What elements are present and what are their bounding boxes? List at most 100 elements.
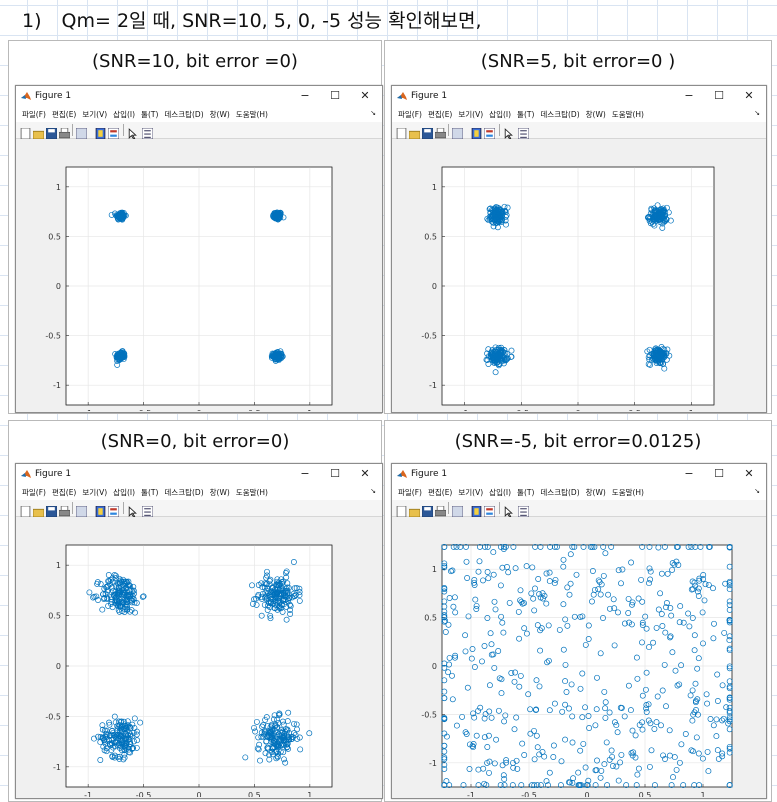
property-inspector-icon[interactable] [141, 502, 154, 518]
edit-plot-icon[interactable] [127, 502, 138, 518]
menu-item[interactable]: 창(W) [585, 488, 606, 497]
edit-plot-icon[interactable] [503, 124, 514, 140]
print-icon[interactable] [434, 502, 447, 517]
link-plot-icon[interactable] [451, 124, 464, 140]
minimize-button[interactable]: − [300, 89, 310, 102]
scatter-point [117, 735, 124, 742]
maximize-button[interactable]: ☐ [330, 89, 340, 102]
menu-item[interactable]: 보기(V) [458, 488, 484, 497]
maximize-button[interactable]: ☐ [714, 467, 724, 480]
insert-legend-icon[interactable] [483, 502, 496, 518]
print-icon[interactable] [434, 124, 447, 139]
open-file-icon[interactable] [32, 124, 45, 140]
close-button[interactable]: ✕ [744, 89, 754, 102]
menu-item[interactable]: 파일(F) [398, 488, 422, 497]
property-inspector-icon[interactable] [517, 124, 530, 140]
minimize-button[interactable]: − [300, 467, 310, 480]
insert-legend-icon[interactable] [107, 124, 120, 140]
print-icon[interactable] [58, 124, 71, 139]
link-plot-icon[interactable] [75, 124, 88, 140]
insert-colorbar-icon[interactable] [95, 124, 106, 140]
open-file-icon[interactable] [408, 124, 421, 140]
maximize-button[interactable]: ☐ [330, 467, 340, 480]
maximize-button[interactable]: ☐ [714, 89, 724, 102]
save-icon[interactable] [421, 502, 434, 518]
scatter-point [121, 744, 128, 750]
property-inspector-icon[interactable] [141, 124, 154, 140]
menu-item[interactable]: 창(W) [209, 488, 230, 497]
close-button[interactable]: ✕ [360, 467, 370, 480]
minimize-button[interactable]: − [684, 89, 694, 102]
open-file-icon[interactable] [32, 502, 45, 518]
save-icon[interactable] [421, 124, 434, 140]
close-button[interactable]: ✕ [744, 467, 754, 480]
new-figure-icon[interactable] [396, 502, 407, 518]
save-icon[interactable] [45, 502, 58, 518]
menu-item[interactable]: 편집(E) [51, 488, 77, 497]
section-heading: 1) Qm= 2일 때, SNR=10, 5, 0, -5 성능 확인해보면, [22, 6, 482, 33]
menu-bar: 파일(F) 편집(E) 보기(V) 삽입(I) 툴(T) 데스크탑(D) 창(W) 도움말(H… [392, 486, 766, 500]
menu-item[interactable]: 보기(V) [82, 110, 108, 119]
menu-item[interactable]: 보기(V) [458, 110, 484, 119]
menu-item[interactable]: 데스크탑(D) [164, 110, 204, 119]
menu-item[interactable]: 도움말(H) [611, 110, 644, 119]
scatter-point [130, 583, 137, 590]
menu-item[interactable]: 창(W) [585, 110, 606, 119]
scatter-point [488, 714, 495, 721]
menu-item[interactable]: 파일(F) [22, 488, 46, 497]
edit-plot-icon[interactable] [503, 502, 514, 518]
scatter-point [515, 608, 522, 615]
scatter-point [481, 780, 488, 787]
minimize-button[interactable]: − [684, 467, 694, 480]
menu-item[interactable]: 창(W) [209, 110, 230, 119]
insert-legend-icon[interactable] [483, 124, 496, 140]
new-figure-icon[interactable] [20, 502, 31, 518]
scatter-point [711, 620, 717, 627]
new-figure-icon[interactable] [20, 124, 31, 140]
insert-colorbar-icon[interactable] [471, 502, 482, 518]
menu-item[interactable]: 편집(E) [427, 110, 453, 119]
toolbar-separator [72, 502, 73, 514]
link-plot-icon[interactable] [75, 502, 88, 518]
print-icon[interactable] [58, 502, 71, 517]
menu-item[interactable]: 데스크탑(D) [540, 488, 580, 497]
menu-item[interactable]: 파일(F) [22, 110, 46, 119]
menu-item[interactable]: 보기(V) [82, 488, 108, 497]
edit-plot-icon[interactable] [127, 124, 138, 140]
menu-bar: 파일(F) 편집(E) 보기(V) 삽입(I) 툴(T) 데스크탑(D) 창(W) 도움말(H… [16, 486, 382, 500]
dock-arrow-icon[interactable]: ↘ [754, 487, 760, 495]
close-button[interactable]: ✕ [360, 89, 370, 102]
scatter-point [264, 568, 270, 575]
new-figure-icon[interactable] [396, 124, 407, 140]
menu-item[interactable]: 삽입(I) [113, 110, 136, 119]
window-title: Figure 1 [35, 91, 72, 101]
insert-colorbar-icon[interactable] [471, 124, 482, 140]
save-icon[interactable] [45, 124, 58, 140]
insert-legend-icon[interactable] [107, 502, 120, 518]
insert-colorbar-icon[interactable] [95, 502, 106, 518]
property-inspector-icon[interactable] [517, 502, 530, 518]
menu-item[interactable]: 파일(F) [398, 110, 422, 119]
menu-item[interactable]: 데스크탑(D) [540, 110, 580, 119]
menu-item[interactable]: 툴(T) [141, 110, 159, 119]
scatter-point [115, 591, 121, 598]
menu-item[interactable]: 도움말(H) [611, 488, 644, 497]
dock-arrow-icon[interactable]: ↘ [370, 109, 376, 117]
menu-item[interactable]: 데스크탑(D) [164, 488, 204, 497]
menu-item[interactable]: 편집(E) [427, 488, 453, 497]
scatter-point [261, 601, 268, 608]
menu-item[interactable]: 삽입(I) [489, 488, 512, 497]
menu-item[interactable]: 도움말(H) [235, 110, 268, 119]
menu-item[interactable]: 삽입(I) [489, 110, 512, 119]
dock-arrow-icon[interactable]: ↘ [370, 487, 376, 495]
menu-item[interactable]: 도움말(H) [235, 488, 268, 497]
menu-item[interactable]: 삽입(I) [113, 488, 136, 497]
menu-item[interactable]: 툴(T) [517, 110, 535, 119]
menu-item[interactable]: 편집(E) [51, 110, 77, 119]
menu-item[interactable]: 툴(T) [517, 488, 535, 497]
open-file-icon[interactable] [408, 502, 421, 518]
scatter-point [534, 744, 541, 751]
menu-item[interactable]: 툴(T) [141, 488, 159, 497]
dock-arrow-icon[interactable]: ↘ [754, 109, 760, 117]
link-plot-icon[interactable] [451, 502, 464, 518]
